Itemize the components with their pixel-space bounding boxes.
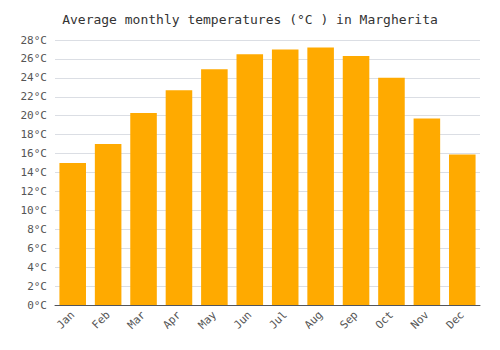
svg-text:20°C: 20°C [21, 109, 48, 122]
svg-text:Nov: Nov [408, 308, 431, 331]
svg-text:6°C: 6°C [27, 242, 47, 255]
svg-text:Dec: Dec [444, 308, 467, 331]
svg-text:18°C: 18°C [21, 128, 48, 141]
svg-text:Jun: Jun [231, 308, 254, 331]
svg-text:12°C: 12°C [21, 185, 48, 198]
svg-text:28°C: 28°C [21, 34, 48, 47]
svg-text:0°C: 0°C [27, 299, 47, 312]
svg-text:Sep: Sep [337, 308, 360, 331]
svg-text:Aug: Aug [302, 308, 325, 331]
svg-text:4°C: 4°C [27, 261, 47, 274]
svg-text:Jan: Jan [54, 308, 77, 331]
svg-text:Oct: Oct [373, 308, 396, 331]
svg-text:8°C: 8°C [27, 223, 47, 236]
svg-text:2°C: 2°C [27, 280, 47, 293]
svg-text:10°C: 10°C [21, 204, 48, 217]
svg-text:14°C: 14°C [21, 166, 48, 179]
svg-text:Average monthly temperatures (: Average monthly temperatures (°C ) in Ma… [62, 12, 438, 27]
svg-text:Feb: Feb [89, 308, 112, 331]
svg-text:May: May [196, 308, 219, 331]
svg-text:Jul: Jul [267, 308, 290, 331]
svg-text:24°C: 24°C [21, 71, 48, 84]
svg-text:16°C: 16°C [21, 147, 48, 160]
svg-text:22°C: 22°C [21, 90, 48, 103]
svg-text:Apr: Apr [160, 308, 183, 331]
svg-text:Mar: Mar [125, 308, 148, 331]
svg-text:26°C: 26°C [21, 52, 48, 65]
